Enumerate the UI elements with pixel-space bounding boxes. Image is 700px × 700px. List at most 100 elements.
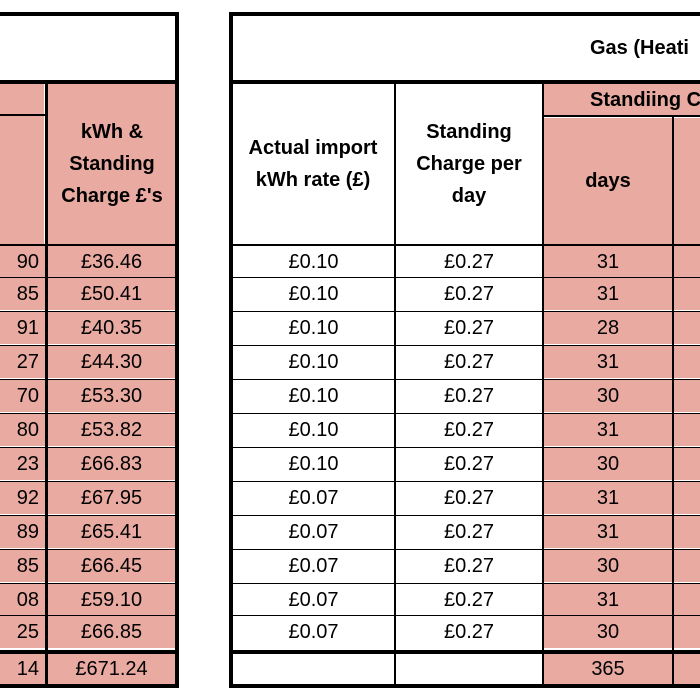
gas-days-cell: 31 <box>544 584 672 616</box>
col-header-next-fill <box>674 118 700 244</box>
gas-standing-cell: £0.27 <box>443 555 495 577</box>
gas-days-total-cell: 365 <box>544 654 672 684</box>
left-partial-cell: 91 <box>0 312 45 344</box>
left-partial-cell: 27 <box>0 346 45 378</box>
gas-table-title: Gas (Heati <box>590 37 689 59</box>
row-line <box>229 447 700 448</box>
row-line <box>229 345 700 346</box>
left-partial-cell: 89 <box>0 516 45 548</box>
gas-rate-total-cell <box>233 654 394 684</box>
left-total-cell: £65.41 <box>48 516 175 548</box>
gas-next-cell <box>674 380 700 412</box>
row-line <box>229 583 700 584</box>
gas-divider-1 <box>394 84 396 686</box>
gas-next-cell <box>674 346 700 378</box>
left-title-bottom-border <box>0 80 178 84</box>
gas-standing-cell: £0.27 <box>443 487 495 509</box>
gas-divider-2 <box>542 84 544 686</box>
row-line <box>0 447 178 448</box>
gas-left-border <box>229 12 233 688</box>
gas-standing-cell: £0.27 <box>443 283 495 305</box>
row-line <box>229 515 700 516</box>
gas-title-bottom-border <box>229 80 700 84</box>
gas-days-cell: 31 <box>544 346 672 378</box>
gas-rate-cell: £0.10 <box>288 351 339 373</box>
left-partial-total-cell: 14 <box>0 654 45 684</box>
left-partial-cell: 85 <box>0 278 45 310</box>
row-line <box>0 277 178 278</box>
gas-standing-cell: £0.27 <box>443 251 495 273</box>
gas-rate-cell: £0.07 <box>288 521 339 543</box>
left-total-cell: £50.41 <box>48 278 175 310</box>
left-inner-divider <box>45 84 48 686</box>
group-header-standing: Standiing C <box>544 84 700 116</box>
left-total-cell: £66.45 <box>48 550 175 582</box>
gas-next-cell <box>674 516 700 548</box>
gas-days-cell: 31 <box>544 482 672 514</box>
gas-standing-cell: £0.27 <box>443 317 495 339</box>
gas-next-cell <box>674 448 700 480</box>
row-line <box>229 413 700 414</box>
gas-standing-cell: £0.27 <box>443 589 495 611</box>
gas-standing-cell: £0.27 <box>443 385 495 407</box>
gas-next-cell <box>674 414 700 446</box>
left-total-cell: £53.30 <box>48 380 175 412</box>
gas-standing-cell: £0.27 <box>443 351 495 373</box>
row-line <box>229 481 700 482</box>
row-line <box>0 615 178 616</box>
col-header-import-rate: Actual import kWh rate (£) <box>248 137 378 191</box>
left-header-kwh-standing: kWh & Standing Charge £'s <box>48 84 176 244</box>
gas-rate-cell: £0.07 <box>288 555 339 577</box>
gas-days-cell: 31 <box>544 516 672 548</box>
row-line <box>0 379 178 380</box>
row-line <box>229 277 700 278</box>
left-partial-cell: 08 <box>0 584 45 616</box>
left-partial-cell: 70 <box>0 380 45 412</box>
left-total-cell: £66.83 <box>48 448 175 480</box>
left-top-border <box>0 12 178 16</box>
left-total-cell: £67.95 <box>48 482 175 514</box>
gas-group-header-line <box>543 115 700 117</box>
left-subheader-line <box>0 114 46 116</box>
gas-next-total-cell <box>674 654 700 684</box>
left-right-border <box>175 12 179 688</box>
col-header-standing-charge: Standing Charge per day <box>416 121 522 207</box>
gas-days-cell: 31 <box>544 414 672 446</box>
gas-next-cell <box>674 246 700 278</box>
gas-next-cell <box>674 616 700 648</box>
gas-rate-cell: £0.10 <box>288 283 339 305</box>
left-partial-cell: 23 <box>0 448 45 480</box>
gas-top-border <box>229 12 700 16</box>
gas-standing-cell: £0.27 <box>443 621 495 643</box>
row-line <box>229 549 700 550</box>
gas-standing-cell: £0.27 <box>443 521 495 543</box>
gas-next-cell <box>674 312 700 344</box>
gas-standing-total-cell <box>396 654 542 684</box>
left-totals-top-border <box>0 650 178 654</box>
row-line <box>229 379 700 380</box>
row-line <box>229 311 700 312</box>
left-header-partial-fill <box>0 84 44 244</box>
col-header-days: days <box>544 118 672 244</box>
gas-next-cell <box>674 584 700 616</box>
left-partial-cell: 80 <box>0 414 45 446</box>
gas-standing-cell: £0.27 <box>443 453 495 475</box>
gas-rate-cell: £0.10 <box>288 419 339 441</box>
gas-days-cell: 30 <box>544 380 672 412</box>
gas-totals-top-border <box>229 650 700 654</box>
row-line <box>0 413 178 414</box>
left-total-cell: £53.82 <box>48 414 175 446</box>
gas-days-cell: 30 <box>544 616 672 648</box>
left-partial-cell: 25 <box>0 616 45 648</box>
gas-next-cell <box>674 482 700 514</box>
row-line <box>0 583 178 584</box>
gas-days-cell: 31 <box>544 246 672 278</box>
row-line <box>229 615 700 616</box>
gas-days-cell: 28 <box>544 312 672 344</box>
gas-rate-cell: £0.10 <box>288 251 339 273</box>
left-grand-total-cell: £671.24 <box>48 654 175 684</box>
gas-bottom-border <box>229 684 700 688</box>
left-total-cell: £66.85 <box>48 616 175 648</box>
gas-next-cell <box>674 278 700 310</box>
left-total-cell: £59.10 <box>48 584 175 616</box>
